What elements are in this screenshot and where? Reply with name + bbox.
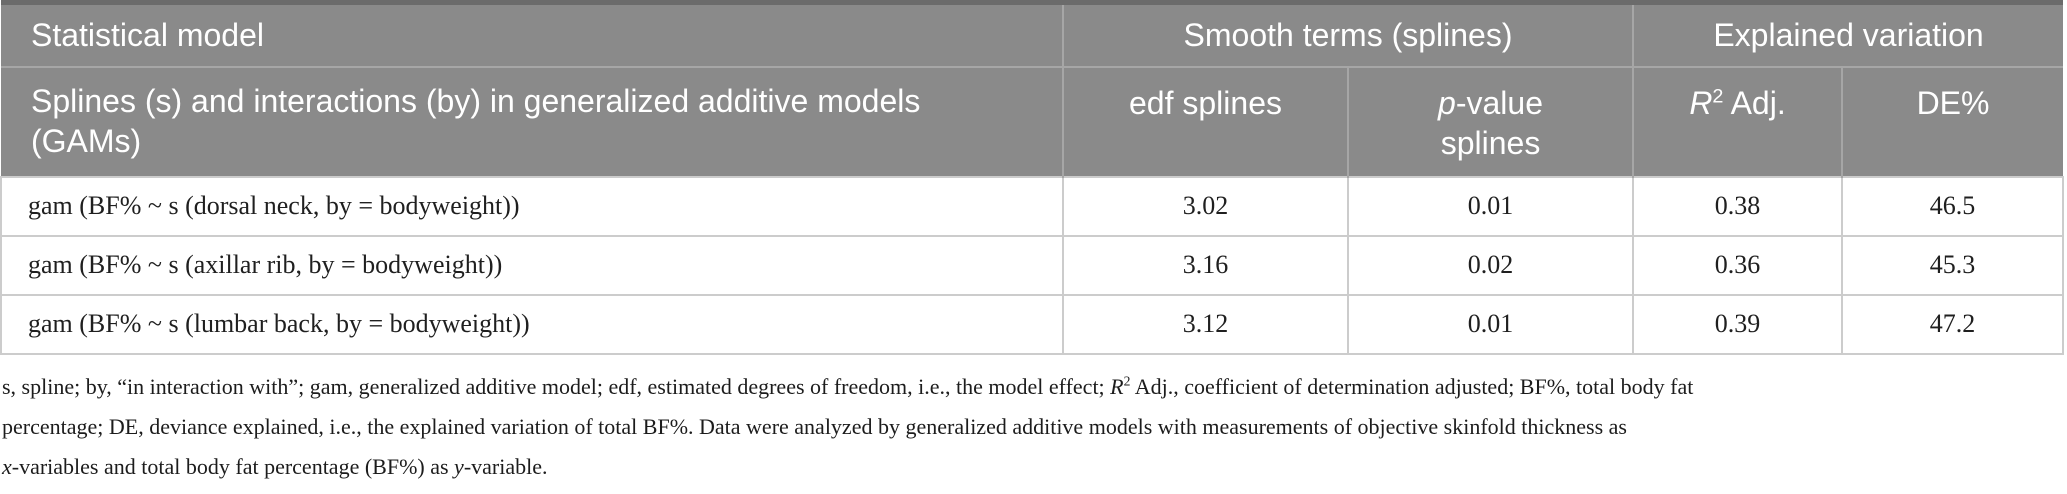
gam-results-table: Statistical model Smooth terms (splines)… <box>0 0 2065 355</box>
p-value-cell: 0.01 <box>1346 175 1635 237</box>
header-subrow: Splines (s) and interactions (by) in gen… <box>1 66 2064 177</box>
y-variable-symbol: y <box>454 453 464 479</box>
table-body: gam (BF% ~ s (dorsal neck, by = bodyweig… <box>0 175 2065 355</box>
r-symbol: R <box>1110 373 1124 399</box>
col-header-p-value-splines: p-value splines <box>1346 66 1634 177</box>
r2-adj-cell: 0.36 <box>1632 234 1844 296</box>
x-variable-symbol: x <box>2 453 12 479</box>
footnote-line-2: percentage; DE, deviance explained, i.e.… <box>2 413 1627 439</box>
r2-adj-cell: 0.39 <box>1632 293 1844 355</box>
p-value-line1: p-value <box>1438 84 1543 121</box>
p-value-cell: 0.01 <box>1346 293 1635 355</box>
col-group-smooth-terms: Smooth terms (splines) <box>1061 2 1634 68</box>
p-symbol: p <box>1438 84 1456 121</box>
edf-cell: 3.12 <box>1062 293 1349 355</box>
col-header-de-pct: DE% <box>1841 66 2064 177</box>
header-group-row: Statistical model Smooth terms (splines)… <box>1 2 2064 68</box>
table-header: Statistical model Smooth terms (splines)… <box>1 2 2064 177</box>
table-row: gam (BF% ~ s (lumbar back, by = bodyweig… <box>0 293 2065 355</box>
de-pct-cell: 46.5 <box>1841 175 2065 237</box>
r-superscript: 2 <box>1123 373 1131 389</box>
p-value-line2: splines <box>1440 124 1541 161</box>
table-row: gam (BF% ~ s (axillar rib, by = bodyweig… <box>0 234 2065 296</box>
de-pct-cell: 47.2 <box>1841 293 2065 355</box>
r-superscript: 2 <box>1712 84 1724 107</box>
table-footnote: s, spline; by, “in interaction with”; ga… <box>2 367 2067 487</box>
table-row: gam (BF% ~ s (dorsal neck, by = bodyweig… <box>0 175 2065 237</box>
col-group-explained-variation: Explained variation <box>1632 2 2064 68</box>
r2-adj-cell: 0.38 <box>1632 175 1844 237</box>
edf-cell: 3.02 <box>1062 175 1349 237</box>
footnote-line-3: x-variables and total body fat percentag… <box>2 453 548 479</box>
col-header-edf-splines: edf splines <box>1062 66 1348 177</box>
col-header-model-description: Splines (s) and interactions (by) in gen… <box>1 66 1063 177</box>
model-cell: gam (BF% ~ s (axillar rib, by = bodyweig… <box>0 234 1064 296</box>
edf-cell: 3.16 <box>1062 234 1349 296</box>
p-value-cell: 0.02 <box>1346 234 1635 296</box>
model-cell: gam (BF% ~ s (dorsal neck, by = bodyweig… <box>0 175 1064 237</box>
r-symbol: R <box>1689 84 1713 121</box>
col-header-r2-adj: R2 Adj. <box>1632 66 1843 177</box>
col-header-statistical-model: Statistical model <box>1 2 1063 68</box>
footnote-line-1: s, spline; by, “in interaction with”; ga… <box>2 373 1694 399</box>
model-cell: gam (BF% ~ s (lumbar back, by = bodyweig… <box>0 293 1064 355</box>
de-pct-cell: 45.3 <box>1841 234 2065 296</box>
